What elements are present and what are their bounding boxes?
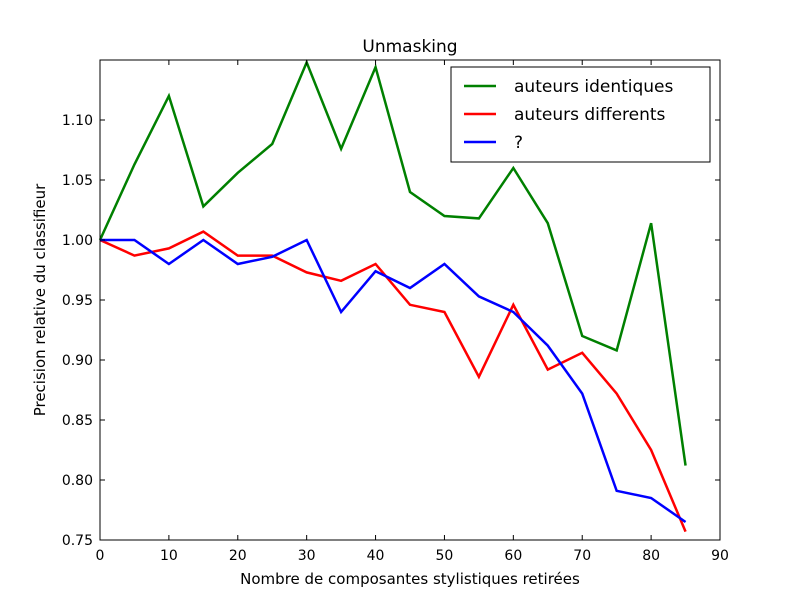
legend-items: auteurs identiques auteurs differents?: [464, 77, 674, 153]
legend-label-2: ?: [514, 133, 523, 153]
x-tick-label: 10: [160, 548, 178, 564]
x-tick-label: 0: [96, 548, 105, 564]
x-tick-label: 70: [573, 548, 591, 564]
y-tick-label: 0.80: [62, 473, 93, 489]
y-tick-label: 1.05: [62, 173, 93, 189]
y-axis-ticks: 0.75 0.80 0.85 0.90 0.95 1.00 1.05 1.10: [62, 113, 720, 549]
series-line-0: [98, 59, 687, 466]
x-tick-label: 50: [436, 548, 454, 564]
legend-label-1: auteurs differents: [514, 105, 666, 125]
y-tick-label: 1.10: [62, 113, 93, 129]
series-line-2: [100, 238, 687, 524]
series-line-1: [99, 230, 687, 533]
legend-label-0: auteurs identiques: [514, 77, 674, 97]
y-tick-label: 0.95: [62, 293, 93, 309]
x-axis-ticks: 0 10 20 30 40 50 60 70 80 90: [96, 60, 729, 564]
y-tick-label: 1.00: [62, 233, 93, 249]
x-tick-label: 60: [504, 548, 522, 564]
y-tick-label: 0.85: [62, 413, 93, 429]
y-axis-title: Precision relative du classifieur: [31, 183, 49, 416]
chart-title: Unmasking: [362, 37, 457, 57]
y-tick-label: 0.75: [62, 533, 93, 549]
x-tick-label: 90: [711, 548, 729, 564]
x-tick-label: 20: [229, 548, 247, 564]
x-tick-label: 80: [642, 548, 660, 564]
y-tick-label: 0.90: [62, 353, 93, 369]
x-tick-label: 30: [298, 548, 316, 564]
series-layer: [98, 59, 687, 533]
legend: auteurs identiques auteurs differents?: [450, 66, 711, 163]
x-tick-label: 40: [367, 548, 385, 564]
x-axis-title: Nombre de composantes stylistiques retir…: [240, 570, 580, 588]
